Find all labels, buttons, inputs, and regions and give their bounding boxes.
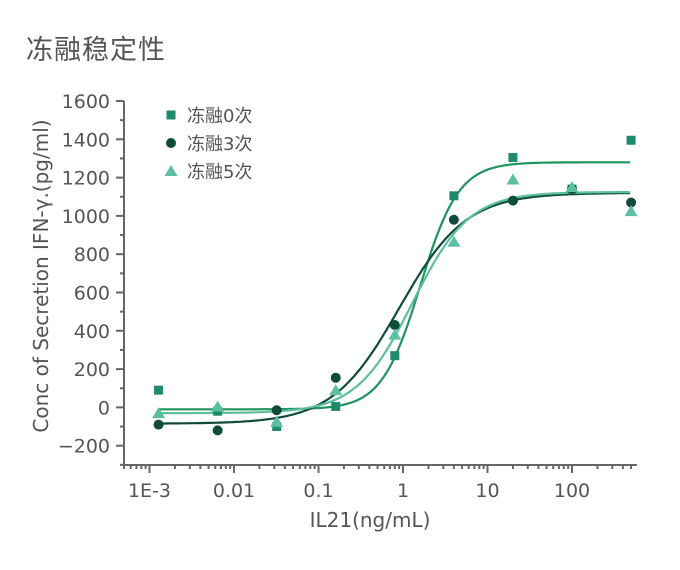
legend-label: 冻融3次 [187,134,252,155]
data-point [507,195,518,206]
fit-curve [158,161,631,411]
y-tick-label: −200 [58,436,110,458]
data-point [506,173,520,185]
y-tick-label: 0 [98,397,110,419]
chart-title: 冻融稳定性 [26,35,166,66]
data-point [389,320,400,331]
data-point [447,235,461,247]
data-point [448,214,459,225]
legend-label: 冻融5次 [187,162,252,183]
legend-marker-circle [166,138,176,148]
data-point [329,384,343,396]
data-point [152,407,166,419]
data-point [388,328,402,340]
data-point [626,135,636,145]
data-point [565,181,579,193]
x-tick-label: 10 [475,480,499,502]
y-tick-label: 600 [74,283,110,305]
data-point [626,197,637,208]
data-point [271,405,282,416]
fit-curve [158,192,631,425]
x-tick-label: 1 [397,480,409,502]
y-tick-label: 1600 [62,91,110,113]
legend-label: 冻融0次 [187,106,252,127]
x-axis-label: IL21(ng/mL) [310,508,431,532]
data-point [449,191,459,201]
y-tick-label: 800 [74,244,110,266]
y-tick-label: 200 [74,359,110,381]
legend-marker-triangle [164,165,178,176]
data-point [211,400,225,412]
fit-curve [158,191,631,415]
y-axis-label: Conc of Secretion IFN-γ.(pg/ml) [29,119,53,432]
data-point [330,372,341,383]
y-tick-label: 1200 [62,168,110,190]
data-point [154,385,164,395]
legend-marker-square [166,110,176,120]
data-point [624,205,638,217]
data-point [390,351,400,361]
x-tick-label: 0.1 [303,480,333,502]
data-point [270,415,284,427]
x-tick-label: 100 [554,480,590,502]
y-tick-label: 400 [74,321,110,343]
data-point [212,425,223,436]
y-tick-label: 1400 [62,129,110,151]
y-tick-label: 1000 [62,206,110,228]
data-point [508,152,518,162]
data-point [153,419,164,430]
x-tick-label: 0.01 [213,480,255,502]
x-tick-label: 1E-3 [128,480,171,502]
data-point [331,401,341,411]
